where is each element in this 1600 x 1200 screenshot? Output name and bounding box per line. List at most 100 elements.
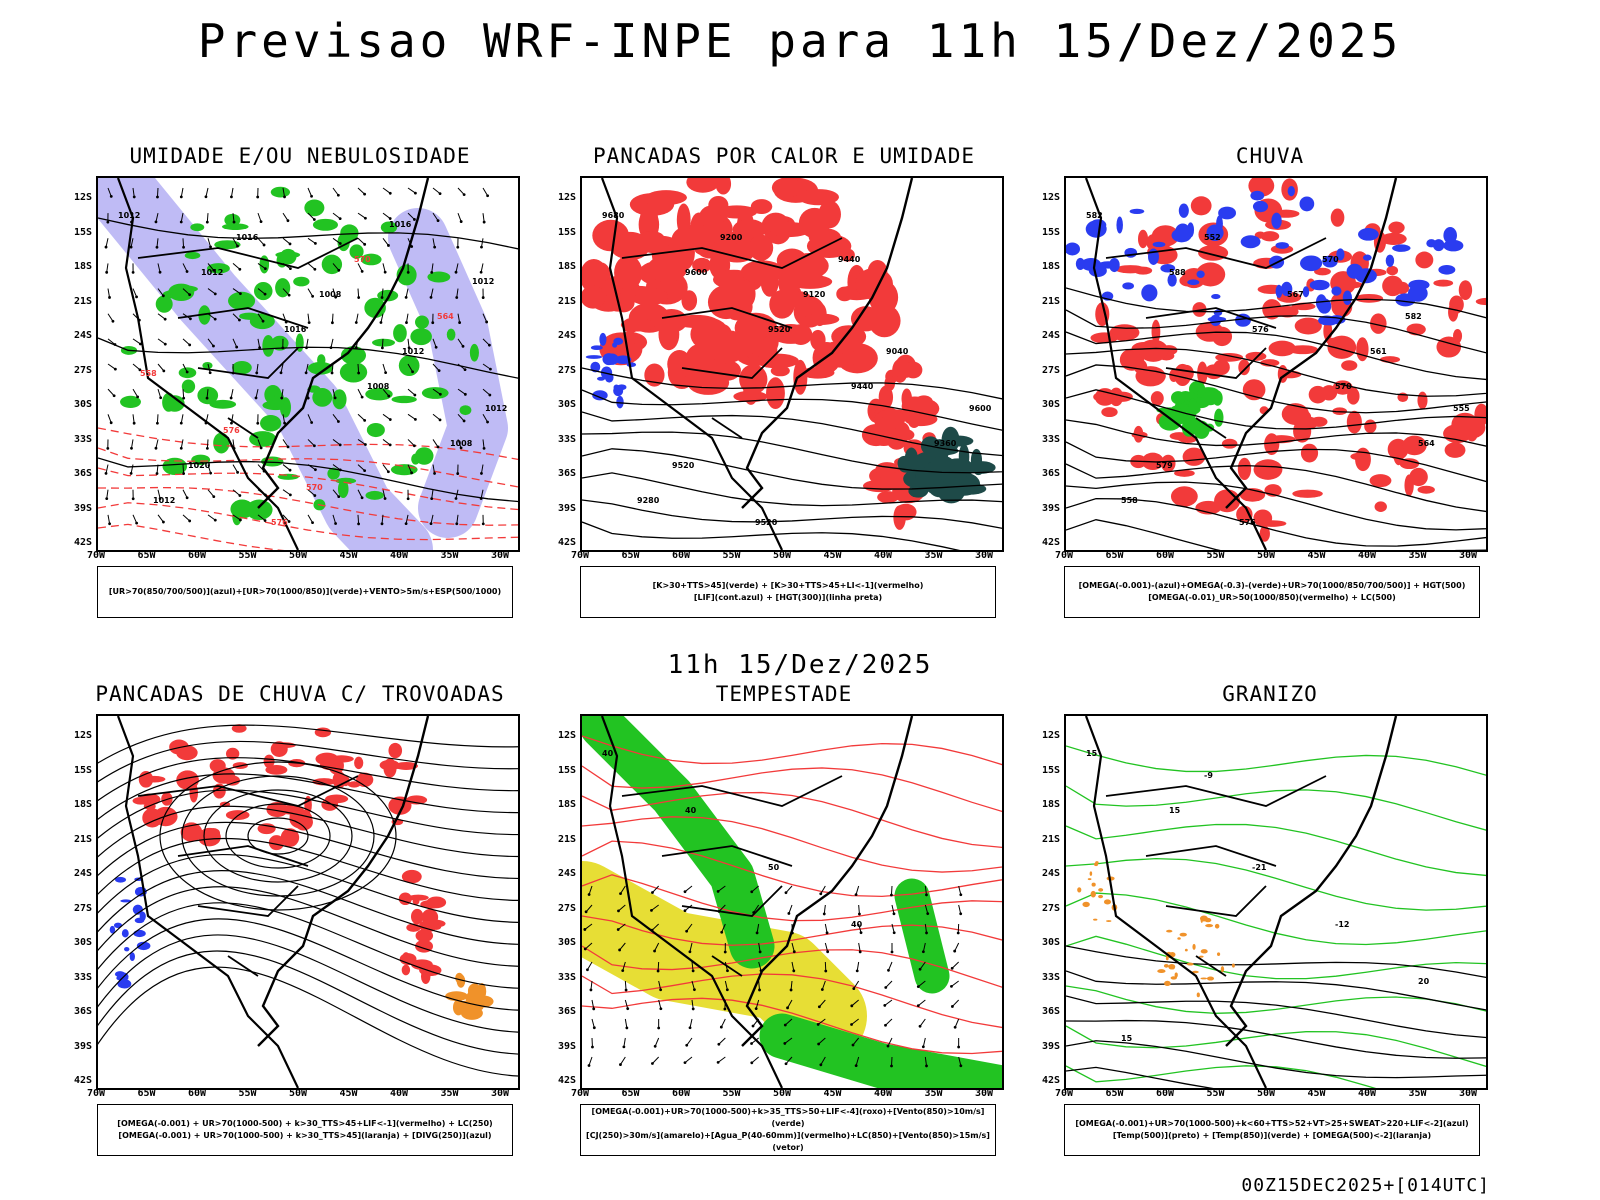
low-level-humidity-cell (340, 224, 359, 242)
wind-vectors-vector-head (380, 522, 384, 526)
longitude-label: 55W (1206, 1088, 1225, 1099)
omega500-orange-cell (1200, 949, 1208, 954)
temp850-contours-line (1066, 1065, 1377, 1088)
longitude-label: 60W (187, 1088, 207, 1099)
wind-vectors-vector-head (314, 241, 317, 245)
contour-label: 1012 (485, 404, 507, 413)
wind850-vectors-vector-head (651, 1062, 654, 1065)
low-level-humidity-cell (339, 361, 368, 383)
wind-vectors-vector-head (387, 244, 390, 247)
country-borders (1084, 716, 1398, 1088)
wind-vectors-vector (432, 363, 440, 371)
pressure-contours-line (98, 457, 518, 503)
wind850-vectors-vector (654, 942, 660, 952)
low-level-humidity-cell (414, 447, 434, 465)
wind850-vectors-vector (788, 904, 793, 914)
wind-vectors-vector-head (156, 421, 159, 425)
wind-vectors-vector-head (131, 497, 135, 501)
wind850-vectors-vector (717, 1056, 726, 1063)
latitude-label: 36S (1041, 468, 1060, 479)
wind850-vectors-vector-head (653, 1044, 657, 1048)
thunder-red-cell (142, 808, 163, 828)
wind-vectors-vector-head (256, 195, 260, 199)
wind-vectors-vector-head (238, 494, 242, 497)
temp850-contours-line (1066, 935, 1486, 980)
instability-red-ocean-cell (887, 411, 906, 427)
wind850-vectors-vector-head (683, 1061, 687, 1065)
omega-red-cell (1138, 339, 1169, 362)
wind-vectors-vector-head (204, 195, 208, 199)
wind-vectors-vector (407, 212, 415, 220)
wind-vectors-vector (132, 388, 139, 398)
legend-line: [CJ(250)>30m/s](amarelo)+[Agua_P(40-60mm… (586, 1131, 990, 1152)
wind850-vectors-vector-head (750, 1042, 753, 1045)
lc250-streamlines-line (98, 950, 518, 1055)
thunder-red-ocean-cell (407, 894, 429, 901)
wind-vectors-vector-head (209, 471, 213, 475)
omega500-orange-cell (1231, 963, 1235, 968)
wind-vectors-vector (382, 388, 390, 397)
panel-legend: [OMEGA(-0.001)+UR>70(1000-500)+k>35_TTS>… (580, 1104, 996, 1156)
omega-red-cell (1190, 196, 1212, 216)
wind-vectors-vector (357, 464, 365, 472)
omega-blue-cell (1141, 284, 1158, 302)
wind-vectors-vector-head (436, 445, 440, 449)
wind850-vectors-vector (820, 1056, 826, 1066)
wind-vectors-vector-head (129, 245, 133, 249)
omega500-orange-west-cell (1089, 871, 1093, 876)
wind-vectors-vector-head (310, 194, 313, 198)
wind-vectors-vector (282, 187, 286, 197)
longitude-label: 55W (238, 550, 257, 561)
omega-blue-cell (1196, 270, 1205, 278)
wind-vectors-vector-head (313, 494, 317, 497)
instability-teal (897, 426, 996, 504)
wind-vectors-vector-head (438, 192, 442, 195)
precip-water-contours-line (582, 735, 1002, 766)
wind-vectors-vector-head (135, 295, 138, 299)
wind850-vectors-vector-head (918, 1024, 922, 1028)
low-level-humidity-cell (120, 395, 141, 409)
omega-blue-cell (1348, 272, 1367, 279)
omega500-orange-cell (1163, 963, 1169, 968)
wind-vectors-vector-head (311, 294, 315, 298)
latitude-label: 12S (557, 192, 576, 203)
wind-vectors-vector (180, 187, 184, 197)
omega-red-cell (1374, 501, 1387, 512)
omega-blue-cell (1299, 196, 1315, 212)
omega500-orange-cell (1164, 980, 1171, 987)
wind-vectors-vector (407, 363, 414, 373)
longitude-label: 65W (137, 1088, 156, 1099)
map-canvas: 1012 1012 1016 1008 1008 1012 1016 1008 1012 1012… (98, 178, 518, 550)
thunder-red-cell (176, 745, 198, 761)
wind-vectors-vector (382, 439, 391, 446)
wind850-vectors-vector (651, 904, 659, 911)
wind850-vectors-vector-head (723, 950, 727, 954)
omega-red-cell (1268, 340, 1296, 357)
wind850-vectors-vector-head (852, 987, 856, 990)
instability-red-cell (671, 227, 697, 254)
wind-vectors-vector-head (437, 369, 441, 373)
wind-vectors-vector (232, 514, 241, 521)
wind-vectors-vector-head (179, 446, 183, 450)
low-level-humidity-cell (181, 379, 196, 394)
omega-red-cell (1300, 443, 1319, 463)
longitude-label: 45W (823, 1088, 842, 1099)
wind-vectors-vector (332, 237, 341, 244)
latitude-label: 12S (73, 192, 92, 203)
contour-label: 570 (354, 255, 371, 264)
wind-vectors-vector (232, 238, 238, 247)
wind850-vectors-vector (885, 980, 893, 988)
wind850-vectors-vector (918, 980, 926, 988)
wind-vectors-vector-head (208, 371, 212, 375)
andes-border (116, 716, 299, 1088)
wind-vectors-vector-head (229, 396, 233, 400)
omega-red-cell (1150, 391, 1164, 406)
wind-vectors-vector (332, 514, 337, 524)
wind-vectors-vector (331, 313, 334, 323)
wind850-vectors-vector (891, 904, 895, 914)
divergence-blue-cell (129, 952, 135, 961)
omega-red-cell (1259, 525, 1270, 542)
wind-vectors-vector (432, 388, 441, 395)
panel-title: GRANIZO (1222, 682, 1318, 706)
longitude-label: 40W (1357, 1088, 1377, 1099)
